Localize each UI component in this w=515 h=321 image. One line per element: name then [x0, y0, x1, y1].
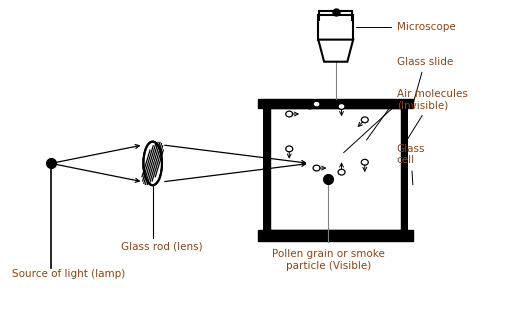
Ellipse shape [338, 104, 345, 109]
Text: Glass rod (lens): Glass rod (lens) [121, 242, 202, 252]
Ellipse shape [286, 111, 293, 117]
Text: Glass
cell: Glass cell [397, 144, 425, 185]
Text: Air molecules
(Invisible): Air molecules (Invisible) [397, 89, 468, 140]
Bar [263, 108, 270, 230]
Ellipse shape [143, 142, 162, 185]
Ellipse shape [362, 159, 368, 165]
Ellipse shape [313, 101, 320, 107]
Text: Source of light (lamp): Source of light (lamp) [12, 269, 125, 279]
Bar [270, 108, 401, 230]
Ellipse shape [313, 165, 320, 171]
Bar [259, 230, 413, 241]
Ellipse shape [362, 117, 368, 123]
Text: Microscope: Microscope [356, 22, 455, 32]
Text: Pollen grain or smoke
particle (Visible): Pollen grain or smoke particle (Visible) [272, 249, 385, 271]
Ellipse shape [286, 146, 293, 152]
Text: Glass slide: Glass slide [397, 57, 453, 101]
Ellipse shape [338, 169, 345, 175]
Polygon shape [318, 39, 353, 62]
Bar [401, 108, 408, 230]
Bar [318, 15, 353, 39]
Bar [259, 100, 413, 108]
